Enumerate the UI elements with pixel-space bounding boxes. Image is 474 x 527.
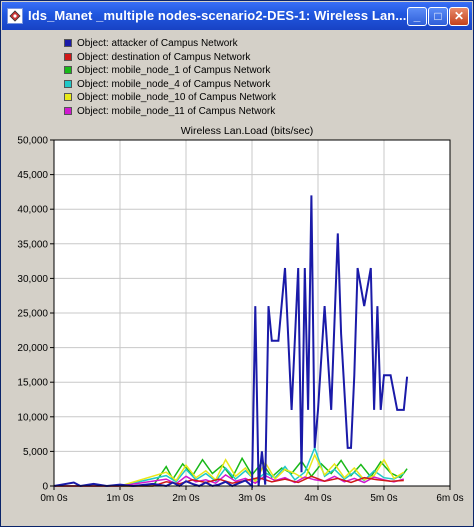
- chart-legend: Object: attacker of Campus Network Object…: [64, 37, 276, 119]
- legend-label: Object: destination of Campus Network: [77, 51, 251, 63]
- y-tick-label: 50,000: [17, 136, 48, 147]
- legend-swatch: [64, 106, 72, 115]
- y-tick-label: 30,000: [17, 274, 48, 285]
- title-bar[interactable]: Ids_Manet _multiple nodes-scenario2-DES-…: [2, 2, 472, 30]
- y-tick-label: 0: [42, 482, 48, 493]
- legend-item: Object: attacker of Campus Network: [64, 37, 276, 51]
- legend-item: Object: mobile_node_4 of Campus Network: [64, 78, 276, 92]
- y-tick-label: 20,000: [17, 343, 48, 354]
- legend-swatch: [64, 93, 72, 102]
- legend-swatch: [64, 39, 72, 47]
- legend-label: Object: mobile_node_10 of Campus Network: [77, 92, 276, 104]
- x-tick-label: 5m 0s: [370, 493, 397, 504]
- legend-label: Object: mobile_node_11 of Campus Network: [77, 105, 276, 117]
- maximize-button[interactable]: □: [428, 7, 448, 26]
- y-tick-label: 15,000: [17, 378, 48, 389]
- legend-swatch: [64, 79, 72, 88]
- x-tick-label: 2m 0s: [172, 493, 199, 504]
- plot-frame: [53, 139, 451, 487]
- app-icon[interactable]: [7, 8, 23, 24]
- close-button[interactable]: ✕: [449, 7, 469, 26]
- window-title: Ids_Manet _multiple nodes-scenario2-DES-…: [28, 8, 411, 23]
- series-line: [53, 195, 409, 489]
- y-tick-label: 5,000: [23, 447, 48, 458]
- legend-swatch: [64, 66, 72, 75]
- x-tick-label: 1m 0s: [106, 493, 133, 504]
- minimize-button[interactable]: _: [407, 7, 427, 26]
- y-tick-label: 45,000: [17, 170, 48, 181]
- y-tick-label: 40,000: [17, 205, 48, 216]
- legend-swatch: [64, 52, 72, 61]
- x-tick-label: 3m 0s: [238, 493, 265, 504]
- legend-item: Object: mobile_node_10 of Campus Network: [64, 91, 276, 105]
- y-tick-label: 10,000: [17, 412, 48, 423]
- legend-item: Object: destination of Campus Network: [64, 51, 276, 65]
- legend-item: Object: mobile_node_1 of Campus Network: [64, 64, 276, 78]
- series-line: [54, 453, 405, 487]
- legend-label: Object: mobile_node_4 of Campus Network: [77, 78, 271, 90]
- x-tick-label: 6m 0s: [436, 493, 463, 504]
- x-tick-label: 0m 0s: [40, 493, 67, 504]
- legend-label: Object: attacker of Campus Network: [77, 38, 238, 49]
- x-tick-label: 4m 0s: [304, 493, 331, 504]
- chart-title: Wireless Lan.Load (bits/sec): [180, 125, 314, 137]
- y-tick-label: 35,000: [17, 239, 48, 250]
- legend-label: Object: mobile_node_1 of Campus Network: [77, 65, 271, 77]
- y-tick-label: 25,000: [17, 309, 48, 320]
- legend-item: Object: mobile_node_11 of Campus Network: [64, 105, 276, 119]
